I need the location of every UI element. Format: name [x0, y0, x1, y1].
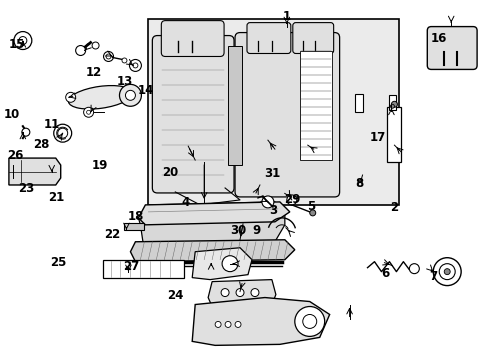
Bar	[354, 94, 362, 112]
Circle shape	[86, 110, 90, 114]
Circle shape	[76, 45, 85, 55]
Circle shape	[106, 54, 111, 59]
Circle shape	[250, 289, 259, 297]
Polygon shape	[130, 240, 294, 262]
Text: 5: 5	[306, 201, 314, 213]
Circle shape	[133, 63, 138, 68]
Text: 29: 29	[284, 193, 300, 206]
Bar	[227, 45, 242, 165]
Text: 28: 28	[33, 138, 49, 151]
Text: 10: 10	[3, 108, 20, 121]
Text: 1: 1	[282, 10, 290, 23]
Text: 19: 19	[91, 159, 108, 172]
Polygon shape	[138, 202, 285, 245]
Text: 22: 22	[103, 228, 120, 241]
Text: 15: 15	[9, 38, 25, 51]
Circle shape	[222, 256, 238, 272]
Text: 12: 12	[85, 66, 102, 79]
Ellipse shape	[68, 86, 132, 109]
Bar	[388, 95, 396, 110]
Circle shape	[215, 321, 221, 328]
Text: 2: 2	[390, 202, 398, 215]
Circle shape	[119, 84, 141, 106]
Circle shape	[236, 289, 244, 297]
Circle shape	[235, 321, 241, 328]
Circle shape	[262, 196, 273, 208]
Circle shape	[443, 269, 449, 275]
Circle shape	[92, 42, 99, 49]
Bar	[299, 50, 331, 160]
Circle shape	[286, 195, 296, 205]
Bar	[102, 260, 184, 278]
Polygon shape	[208, 280, 275, 306]
Text: 26: 26	[7, 149, 24, 162]
Circle shape	[103, 51, 113, 62]
Text: 24: 24	[167, 289, 183, 302]
Polygon shape	[9, 158, 61, 185]
Circle shape	[14, 32, 32, 50]
FancyBboxPatch shape	[292, 23, 333, 54]
Text: 7: 7	[428, 270, 437, 283]
Circle shape	[19, 37, 27, 45]
Circle shape	[221, 289, 228, 297]
Circle shape	[432, 258, 460, 285]
Circle shape	[389, 104, 394, 108]
FancyBboxPatch shape	[152, 36, 234, 193]
Circle shape	[22, 128, 30, 136]
Polygon shape	[192, 248, 251, 280]
Bar	[124, 223, 144, 230]
Text: 30: 30	[230, 224, 246, 237]
Circle shape	[408, 264, 419, 274]
Circle shape	[83, 107, 93, 117]
Circle shape	[438, 264, 454, 280]
Text: 8: 8	[354, 177, 363, 190]
Circle shape	[309, 210, 315, 216]
Circle shape	[122, 58, 127, 63]
Text: 6: 6	[381, 267, 389, 280]
Circle shape	[125, 90, 135, 100]
Polygon shape	[192, 298, 329, 345]
Bar	[148, 19, 399, 205]
Circle shape	[58, 128, 67, 138]
Circle shape	[65, 92, 76, 102]
Text: 16: 16	[430, 32, 447, 45]
Text: 14: 14	[138, 84, 154, 97]
Text: 18: 18	[127, 210, 144, 223]
Circle shape	[390, 101, 397, 107]
Text: 13: 13	[117, 75, 133, 88]
Circle shape	[294, 306, 324, 336]
Circle shape	[129, 59, 141, 71]
FancyBboxPatch shape	[427, 27, 476, 69]
Text: 17: 17	[368, 131, 385, 144]
Text: 4: 4	[181, 196, 189, 209]
FancyBboxPatch shape	[246, 23, 290, 54]
Text: 11: 11	[44, 118, 60, 131]
Text: 25: 25	[50, 256, 66, 269]
FancyBboxPatch shape	[161, 21, 224, 57]
Text: 27: 27	[123, 260, 140, 273]
Circle shape	[54, 124, 72, 142]
Bar	[386, 107, 401, 162]
Text: 31: 31	[264, 167, 280, 180]
FancyBboxPatch shape	[235, 32, 339, 197]
Polygon shape	[138, 202, 289, 225]
Circle shape	[302, 315, 316, 328]
Circle shape	[224, 321, 230, 328]
Text: 9: 9	[252, 224, 260, 238]
Text: 3: 3	[269, 204, 277, 217]
Text: 20: 20	[162, 166, 178, 179]
Text: 23: 23	[18, 183, 34, 195]
Text: 21: 21	[48, 192, 64, 204]
